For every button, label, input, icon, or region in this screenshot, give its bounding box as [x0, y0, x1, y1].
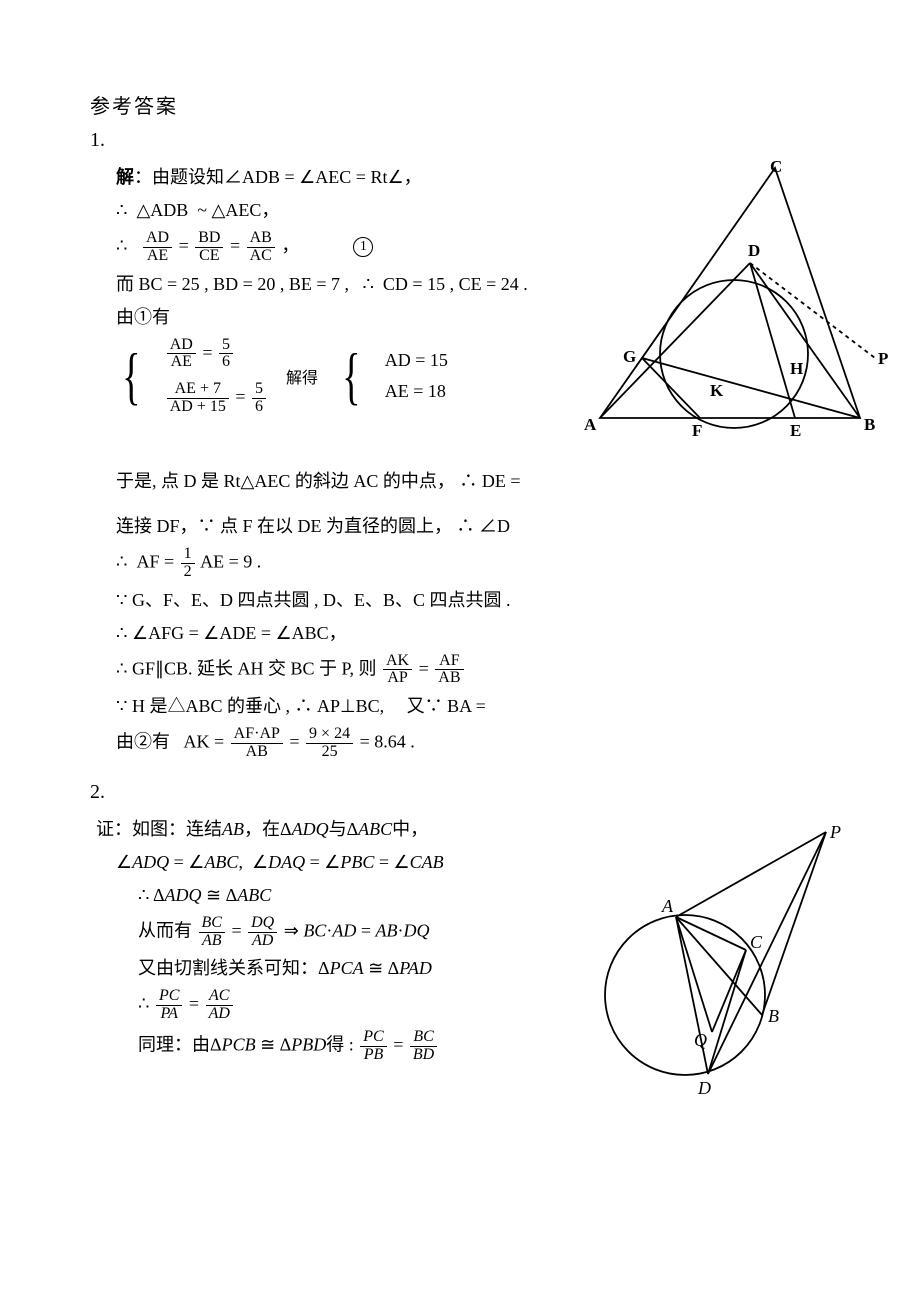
svg-text:F: F — [692, 421, 702, 440]
p1-l2: ∴ ADAE = BDCE = ABAC ， 1 — [116, 230, 570, 265]
p1-l7: 连接 DF，∵ 点 F 在以 DE 为直径的圆上， ∴ ∠D — [116, 513, 860, 540]
page: 参考答案 1. 解：由题设知∠ADB = ∠AEC = Rt∠， ∴ △ADB … — [0, 0, 920, 1300]
p2-l2: ∴ ΔADQ ≅ ΔABC — [138, 882, 590, 909]
p1-system: { ADAE = 56 AE + 7AD + 15 = 56 解得 { AD =… — [116, 337, 570, 416]
p1-l8: ∴ AF = 12 AE = 9 . — [116, 546, 860, 581]
p1-l12: ∵ H 是△ABC 的垂心 , ∴ AP⊥BC, 又∵ BA = — [116, 693, 860, 720]
p1-l1: ∴ △ADB ~ △AEC， — [116, 197, 570, 224]
geometry-diagram-icon: A B C D E F G H K P — [570, 158, 890, 448]
svg-text:G: G — [623, 347, 636, 366]
left-brace-icon: { — [122, 347, 140, 405]
figure-1: A B C D E F G H K P — [570, 158, 890, 448]
p2-l6: 同理：由ΔPCB ≅ ΔPBD得 : PCPB = BCBD — [138, 1029, 590, 1064]
svg-text:A: A — [584, 415, 597, 434]
svg-text:P: P — [878, 349, 888, 368]
svg-text:P: P — [829, 822, 841, 842]
svg-text:B: B — [768, 1006, 779, 1026]
svg-text:Q: Q — [694, 1030, 707, 1050]
geometry-diagram-icon: A B C D P Q — [590, 820, 850, 1110]
svg-text:E: E — [790, 421, 801, 440]
left-brace-icon: { — [342, 347, 360, 405]
p1-l4: 由①有 — [116, 304, 570, 331]
svg-text:C: C — [750, 932, 763, 952]
problem-2-text: 证：如图：连结AB，在ΔADQ与ΔABC中， ∠ADQ = ∠ABC, ∠DAQ… — [90, 810, 590, 1070]
svg-text:B: B — [864, 415, 875, 434]
p1-l3: 而 BC = 25 , BD = 20 , BE = 7 , ∴ CD = 15… — [116, 271, 570, 298]
p2-l5: ∴ PCPA = ACAD — [138, 988, 590, 1023]
problem-1-number: 1. — [90, 129, 860, 152]
problem-1-text: 解：由题设知∠ADB = ∠AEC = Rt∠， ∴ △ADB ~ △AEC， … — [90, 158, 570, 416]
p1-l0: 解：由题设知∠ADB = ∠AEC = Rt∠， — [116, 164, 570, 191]
p2-l1: ∠ADQ = ∠ABC, ∠DAQ = ∠PBC = ∠CAB — [116, 849, 590, 876]
problem-2-number: 2. — [90, 781, 860, 804]
p1-l13: 由②有 AK = AF·APAB = 9 × 2425 = 8.64 . — [116, 726, 860, 761]
svg-text:A: A — [661, 896, 674, 916]
problem-2-row: 证：如图：连结AB，在ΔADQ与ΔABC中， ∠ADQ = ∠ABC, ∠DAQ… — [90, 810, 860, 1110]
problem-1-row: 解：由题设知∠ADB = ∠AEC = Rt∠， ∴ △ADB ~ △AEC， … — [90, 158, 860, 448]
p1-l11: ∴ GF∥CB. 延长 AH 交 BC 于 P, 则 AKAP = AFAB — [116, 653, 860, 688]
circled-1-icon: 1 — [353, 237, 373, 257]
p1-l6: 于是, 点 D 是 Rt△AEC 的斜边 AC 的中点， ∴ DE = — [116, 468, 860, 495]
p2-l3: 从而有 BCAB = DQAD ⇒ BC·AD = AB·DQ — [138, 915, 590, 950]
svg-text:C: C — [770, 158, 782, 176]
svg-text:K: K — [710, 381, 724, 400]
heading: 参考答案 — [90, 90, 860, 119]
svg-text:D: D — [748, 241, 760, 260]
svg-text:D: D — [697, 1078, 711, 1098]
p1-l9: ∵ G、F、E、D 四点共圆 , D、E、B、C 四点共圆 . — [116, 587, 860, 614]
p1-l10: ∴ ∠AFG = ∠ADE = ∠ABC， — [116, 620, 860, 647]
svg-text:H: H — [790, 359, 803, 378]
figure-2: A B C D P Q — [590, 820, 850, 1110]
p2-l4: 又由切割线关系可知：ΔPCA ≅ ΔPAD — [138, 955, 590, 982]
p2-l0: 证：如图：连结AB，在ΔADQ与ΔABC中， — [96, 816, 590, 843]
